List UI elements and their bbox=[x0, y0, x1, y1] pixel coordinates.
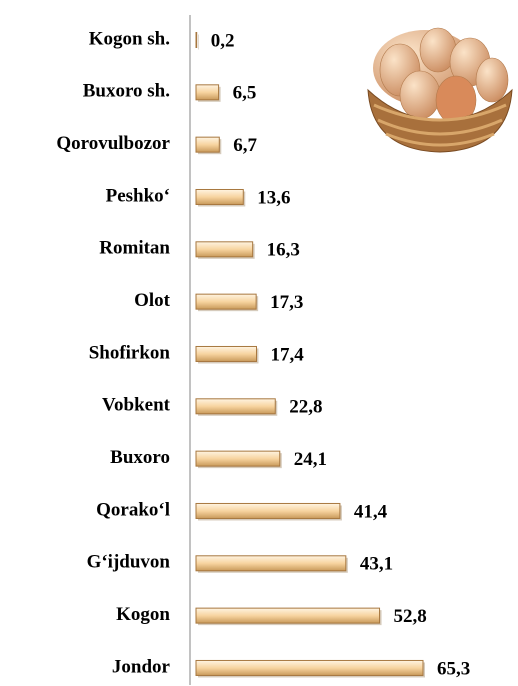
category-label: Buxoro bbox=[110, 447, 170, 468]
value-label: 17,4 bbox=[270, 344, 304, 365]
bar bbox=[195, 659, 424, 676]
value-label: 6,7 bbox=[233, 135, 257, 156]
bar bbox=[195, 450, 281, 467]
bar bbox=[195, 188, 244, 205]
category-label: G‘ijduvon bbox=[87, 552, 171, 573]
value-label: 43,1 bbox=[360, 554, 393, 575]
value-label: 0,2 bbox=[211, 30, 235, 51]
value-label: 17,3 bbox=[270, 292, 303, 313]
value-label: 22,8 bbox=[289, 397, 322, 418]
category-label: Jondor bbox=[112, 656, 171, 677]
bar bbox=[195, 293, 257, 310]
bar bbox=[195, 502, 341, 519]
value-label: 24,1 bbox=[294, 449, 327, 470]
bar bbox=[195, 398, 276, 415]
bar bbox=[195, 84, 220, 101]
egg-basket bbox=[367, 27, 513, 153]
category-label: Kogon bbox=[116, 604, 170, 625]
bar bbox=[195, 555, 347, 572]
category-label: Buxoro sh. bbox=[83, 81, 170, 102]
bar bbox=[195, 136, 220, 153]
category-label: Olot bbox=[134, 290, 171, 311]
category-label: Peshko‘ bbox=[106, 185, 170, 206]
value-label: 41,4 bbox=[354, 501, 388, 522]
bar-shadow bbox=[198, 34, 199, 50]
bar bbox=[195, 241, 254, 258]
value-label: 52,8 bbox=[394, 606, 427, 627]
category-label: Qorako‘l bbox=[96, 499, 170, 520]
bar bbox=[195, 32, 198, 48]
category-label: Romitan bbox=[99, 238, 170, 259]
value-label: 13,6 bbox=[257, 187, 290, 208]
value-label: 65,3 bbox=[437, 658, 470, 679]
bar bbox=[195, 345, 257, 362]
value-label: 6,5 bbox=[233, 83, 257, 104]
category-label: Vobkent bbox=[102, 395, 171, 416]
category-label: Shofirkon bbox=[89, 342, 171, 363]
value-label: 16,3 bbox=[267, 240, 300, 261]
category-label: Qorovulbozor bbox=[56, 133, 170, 154]
category-label: Kogon sh. bbox=[89, 28, 170, 49]
bar bbox=[195, 607, 381, 624]
